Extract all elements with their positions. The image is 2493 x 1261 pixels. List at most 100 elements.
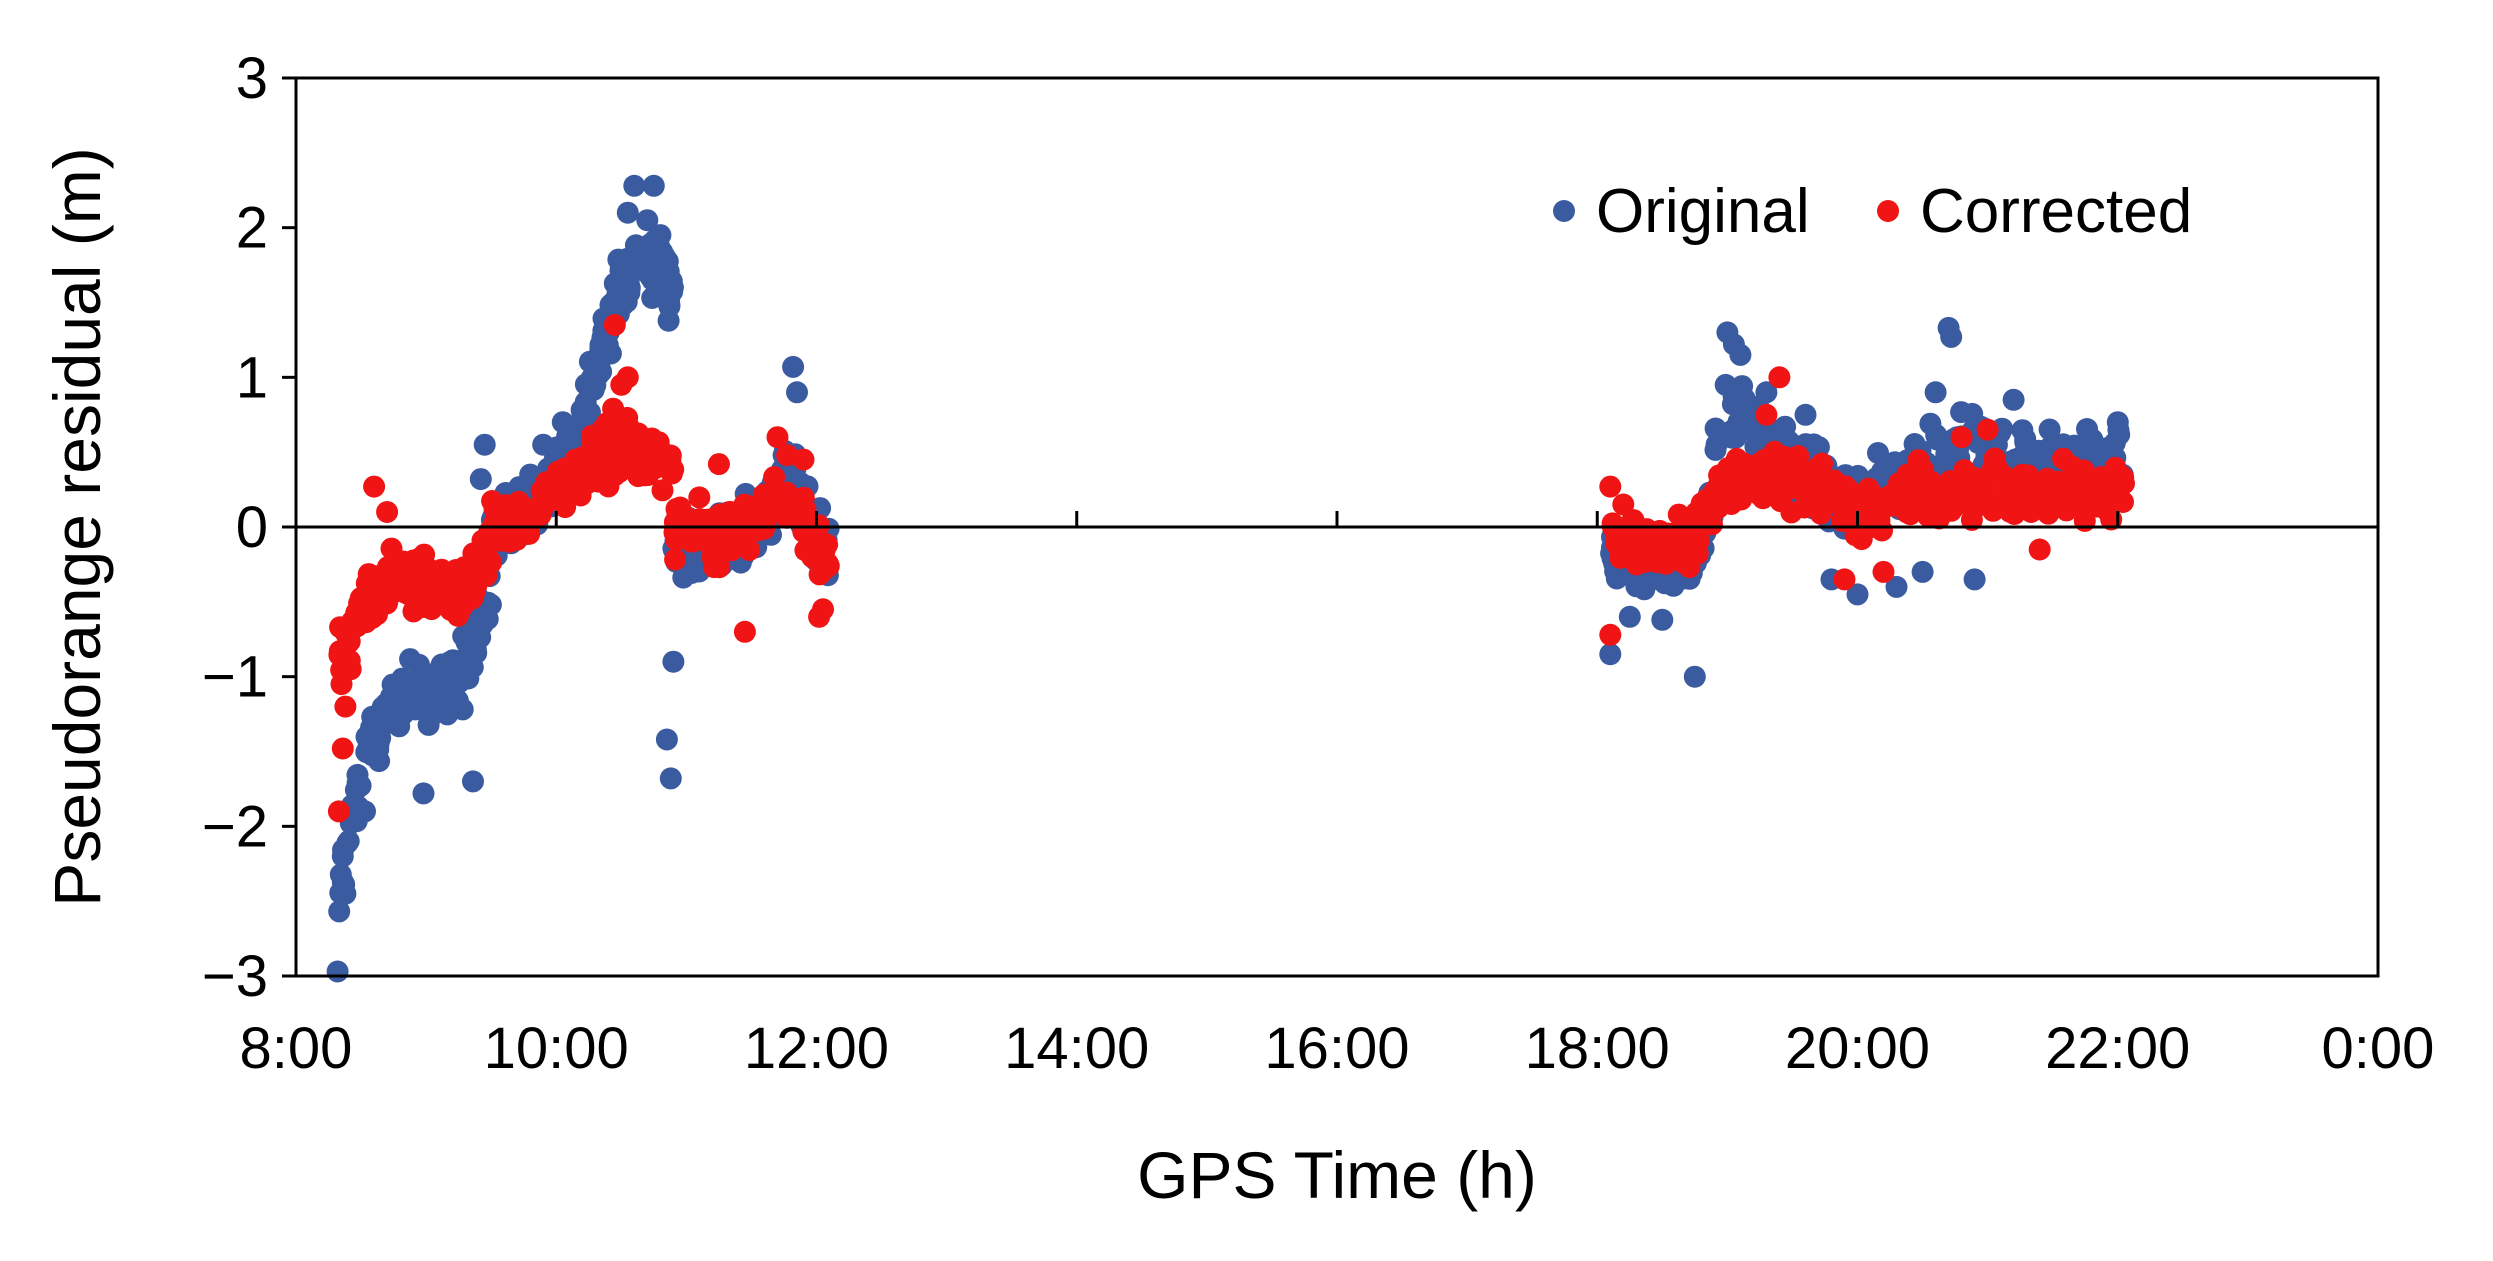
data-point: [551, 411, 574, 434]
data-point: [629, 239, 652, 262]
data-point: [603, 314, 626, 336]
data-point: [1731, 385, 1754, 408]
data-point: [532, 433, 555, 456]
data-point: [553, 457, 576, 480]
data-points: [326, 174, 2135, 983]
data-point: [738, 539, 761, 562]
y-axis-tick-labels: −3 −2 −1 0 1 2 3: [202, 46, 268, 1009]
data-point: [2035, 486, 2058, 509]
data-point: [1730, 488, 1753, 511]
data-point: [756, 506, 779, 529]
data-point: [2110, 472, 2132, 495]
data-point: [1924, 381, 1947, 404]
data-point: [472, 551, 495, 574]
data-point: [1925, 424, 1948, 447]
data-point: [354, 800, 376, 823]
data-point: [2080, 431, 2103, 453]
data-point: [1911, 560, 1934, 583]
x-tick-label: 14:00: [1004, 1016, 1149, 1081]
data-point: [1754, 470, 1777, 493]
data-point: [1807, 436, 1830, 459]
x-tick-label: 22:00: [2045, 1016, 2190, 1081]
data-point: [607, 248, 630, 271]
data-point: [1963, 568, 1986, 591]
data-point: [328, 900, 351, 923]
data-point: [599, 294, 622, 317]
data-point: [627, 465, 650, 488]
y-axis-title: Pseudorange residual (m): [40, 147, 114, 906]
data-point: [334, 695, 357, 718]
data-point: [362, 725, 385, 748]
data-point: [1776, 476, 1798, 499]
legend: Original Corrected: [1553, 177, 2192, 246]
data-point: [610, 373, 633, 396]
data-point: [1599, 643, 1622, 666]
data-point: [651, 479, 674, 502]
data-point: [642, 174, 665, 197]
data-point: [453, 557, 476, 580]
data-point: [1833, 568, 1856, 591]
data-point: [420, 585, 443, 608]
data-point: [659, 767, 682, 790]
data-point: [546, 479, 569, 502]
data-point: [336, 619, 359, 642]
x-tick-label: 8:00: [240, 1016, 353, 1081]
data-point: [688, 486, 711, 509]
data-point: [1605, 533, 1628, 555]
data-point: [1612, 493, 1635, 516]
data-point: [339, 658, 362, 681]
data-point: [1983, 447, 2006, 470]
data-point: [664, 548, 687, 571]
data-point: [1704, 417, 1727, 440]
data-point: [481, 490, 504, 512]
data-point: [1940, 325, 1963, 348]
data-point: [326, 960, 349, 983]
data-point: [357, 563, 380, 586]
data-point: [2002, 388, 2025, 411]
data-point: [808, 605, 831, 628]
legend-label-original: Original: [1596, 177, 1810, 246]
y-tick-label: −3: [202, 944, 268, 1009]
data-point: [2073, 494, 2096, 517]
data-point: [1654, 568, 1677, 591]
data-point: [1950, 401, 1973, 424]
data-point: [662, 650, 685, 673]
y-tick-label: 0: [236, 495, 268, 560]
data-point: [349, 774, 372, 797]
data-point: [443, 587, 466, 610]
data-point: [1618, 605, 1641, 628]
data-point: [2106, 411, 2129, 434]
data-point: [1689, 502, 1712, 525]
data-point: [462, 770, 484, 793]
data-point: [331, 737, 354, 760]
data-point: [1976, 418, 1999, 441]
data-point: [655, 728, 678, 751]
x-tick-label: 20:00: [1785, 1016, 1930, 1081]
x-tick-label: 10:00: [484, 1016, 629, 1081]
data-point: [776, 506, 798, 529]
x-tick-label: 0:00: [2322, 1016, 2435, 1081]
data-point: [383, 688, 406, 711]
y-axis-ticks: [282, 76, 296, 978]
data-point: [1850, 528, 1873, 551]
data-point: [763, 466, 786, 489]
data-point: [2014, 431, 2037, 453]
data-point: [1768, 366, 1791, 389]
data-point: [1717, 462, 1740, 485]
data-point: [1885, 575, 1908, 598]
x-tick-label: 12:00: [744, 1016, 889, 1081]
data-point: [470, 612, 493, 635]
y-tick-label: −2: [202, 794, 268, 859]
data-point: [422, 564, 444, 587]
data-point: [1960, 508, 1983, 531]
data-point: [399, 648, 422, 671]
y-tick-label: −1: [202, 645, 268, 710]
data-point: [1651, 608, 1674, 631]
data-point: [1774, 446, 1796, 468]
data-point: [616, 201, 639, 224]
data-point: [363, 475, 386, 498]
data-point: [636, 209, 659, 232]
x-axis-title: GPS Time (h): [1137, 1138, 1537, 1212]
data-point: [1794, 403, 1817, 426]
data-point: [412, 782, 435, 805]
